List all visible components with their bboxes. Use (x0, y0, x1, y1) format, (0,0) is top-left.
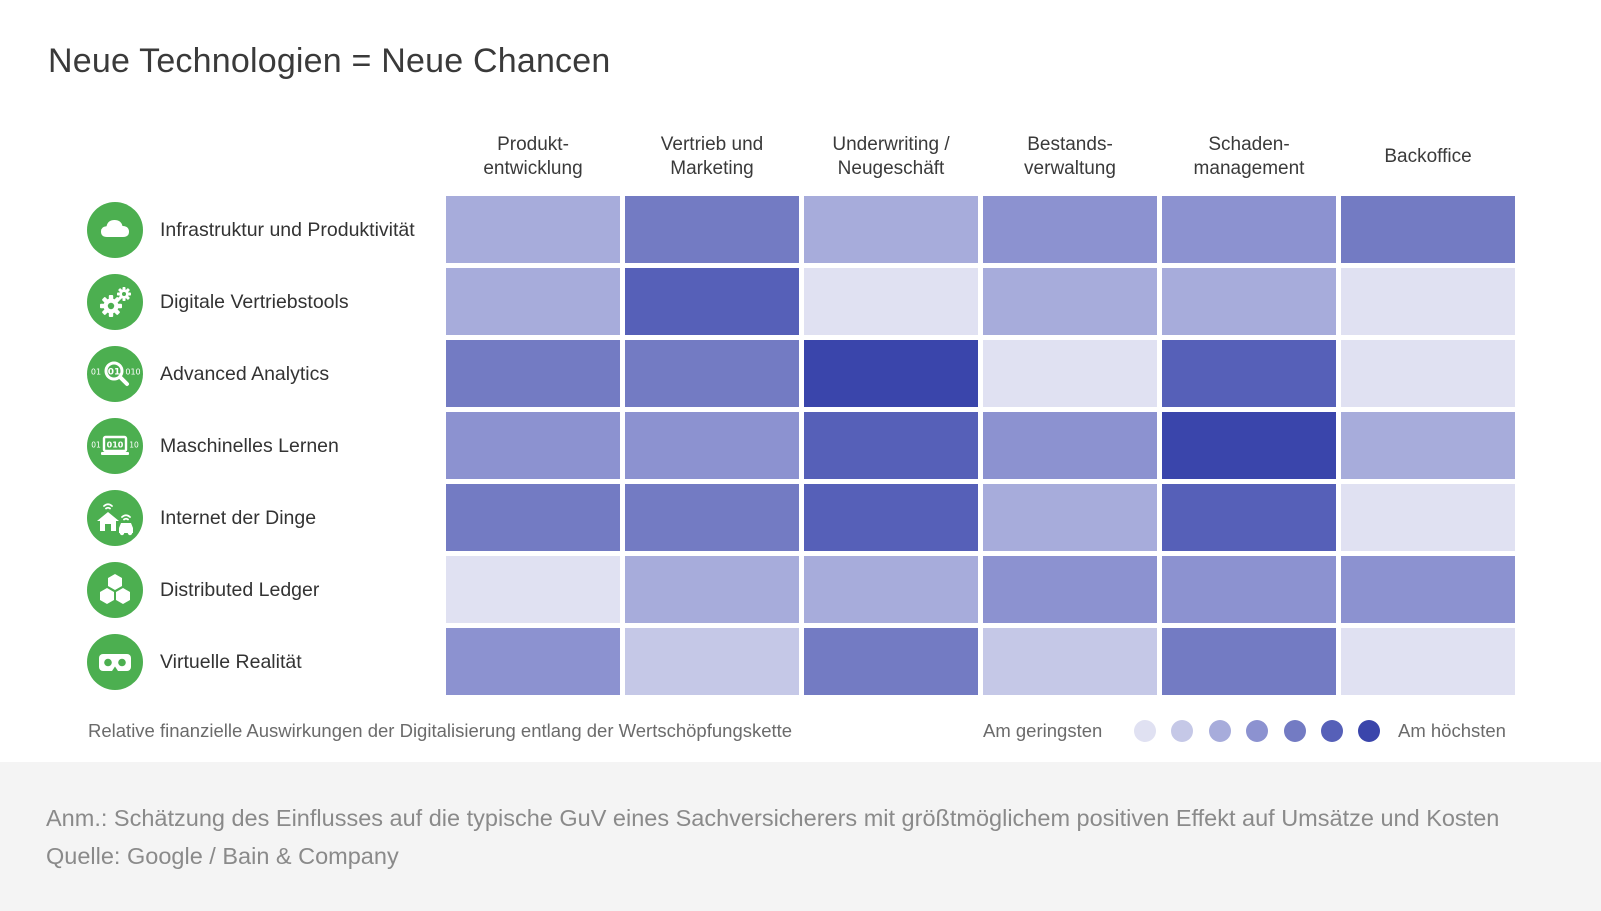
column-header: Backoffice (1384, 146, 1472, 167)
heatmap-cell (625, 412, 799, 479)
svg-text:10: 10 (129, 440, 139, 449)
heatmap-cell (804, 556, 978, 623)
heatmap-cell (1162, 628, 1336, 695)
chart-title: Neue Technologien = Neue Chancen (48, 42, 611, 80)
heatmap-cell (1341, 340, 1515, 407)
row-label: Internet der Dinge (160, 506, 317, 529)
row-label: Advanced Analytics (160, 362, 330, 385)
heatmap-cell (1341, 628, 1515, 695)
heatmap-cell (983, 268, 1157, 335)
column-header: Produkt- entwicklung (483, 134, 583, 179)
chart-subtitle: Relative finanzielle Auswirkungen der Di… (88, 720, 793, 741)
heatmap-cell (1341, 484, 1515, 551)
heatmap-cell (983, 196, 1157, 263)
row-label: Infrastruktur und Produktivität (160, 218, 415, 241)
heatmap-cell (804, 412, 978, 479)
heatmap-cell (1341, 556, 1515, 623)
heatmap-cell (804, 628, 978, 695)
heatmap-cell (446, 268, 620, 335)
legend-min-label: Am geringsten (983, 720, 1103, 741)
legend-swatch (1134, 720, 1156, 742)
legend-swatch (1283, 720, 1306, 742)
heatmap-cell (804, 484, 978, 551)
legend-swatch (1358, 720, 1381, 742)
heatmap-cell (1341, 196, 1515, 263)
blockchain-cubes-icon (87, 561, 143, 618)
heatmap-cell (625, 556, 799, 623)
heatmap-cell (625, 628, 799, 695)
column-header: Bestands- verwaltung (1024, 134, 1116, 179)
column-header: Underwriting / Neugeschäft (832, 134, 950, 179)
heatmap-cell (983, 340, 1157, 407)
heatmap-cell (804, 340, 978, 407)
row-label: Virtuelle Realität (160, 650, 302, 673)
heatmap-cell (625, 484, 799, 551)
heatmap-cell (446, 196, 620, 263)
footer-panel (0, 762, 1601, 911)
smart-home-car-icon (87, 489, 143, 546)
footnote: Anm.: Schätzung des Einflusses auf die t… (46, 805, 1500, 831)
column-header: Vertrieb und Marketing (660, 134, 764, 179)
heatmap-cell (1162, 340, 1336, 407)
heatmap-cell (446, 628, 620, 695)
heatmap-cell (1162, 556, 1336, 623)
heatmap-cell (983, 412, 1157, 479)
machine-learning-laptop-icon: 010 01 10 (87, 417, 143, 474)
heatmap-cell (446, 340, 620, 407)
heatmap-cell (1162, 268, 1336, 335)
heatmap-cell (1162, 412, 1336, 479)
svg-text:010: 010 (107, 440, 124, 449)
heatmap-cell (446, 484, 620, 551)
heatmap-cell (804, 268, 978, 335)
row-label: Digitale Vertriebstools (160, 290, 349, 313)
svg-text:010: 010 (125, 367, 140, 376)
cloud-icon (87, 201, 143, 258)
gears-icon (87, 273, 143, 330)
legend-max-label: Am höchsten (1398, 720, 1506, 741)
legend-swatch (1321, 720, 1343, 742)
heatmap-cell (446, 556, 620, 623)
legend-swatch (1171, 720, 1194, 742)
row-label: Maschinelles Lernen (160, 434, 339, 457)
svg-text:01: 01 (91, 440, 101, 449)
heatmap-cell (983, 628, 1157, 695)
heatmap-cell (983, 484, 1157, 551)
row-label: Distributed Ledger (160, 578, 320, 601)
source-note: Quelle: Google / Bain & Company (46, 843, 399, 869)
svg-text:01: 01 (91, 367, 101, 376)
svg-text:01: 01 (108, 367, 121, 377)
legend-swatch (1246, 720, 1269, 742)
vr-headset-icon (87, 633, 143, 690)
heatmap-cell (983, 556, 1157, 623)
column-header: Schaden- management (1193, 134, 1305, 179)
heatmap-cell (446, 412, 620, 479)
heatmap-cell (625, 196, 799, 263)
analytics-magnifier-icon: 01 01 010 (87, 345, 143, 402)
heatmap-cell (804, 196, 978, 263)
heatmap-cell (625, 340, 799, 407)
heatmap-cell (1341, 412, 1515, 479)
heatmap-cell (1341, 268, 1515, 335)
heatmap-cell (1162, 196, 1336, 263)
heatmap-chart (446, 196, 1515, 695)
heatmap-cell (625, 268, 799, 335)
legend-swatch (1208, 720, 1231, 742)
heatmap-cell (1162, 484, 1336, 551)
